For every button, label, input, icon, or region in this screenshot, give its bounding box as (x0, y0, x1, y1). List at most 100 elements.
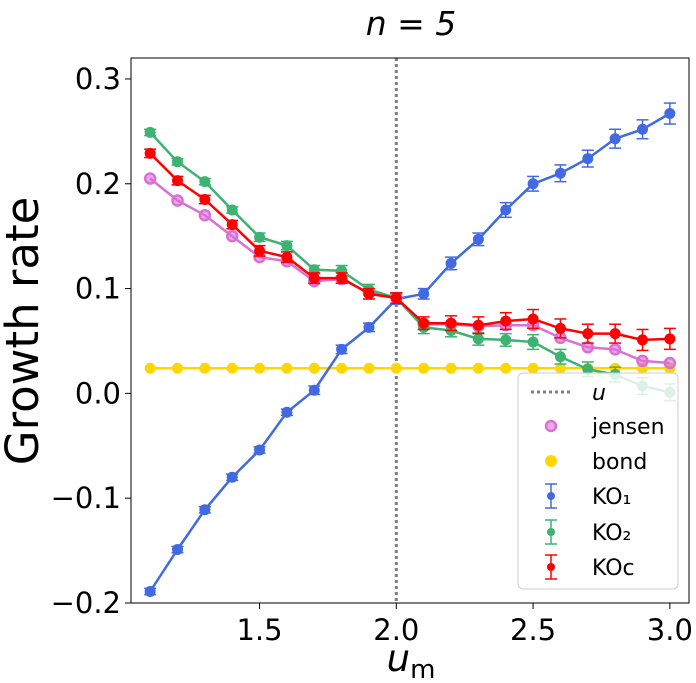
data-point-ko (637, 123, 648, 135)
legend-swatch-marker-koc (547, 563, 555, 571)
data-point-bond (199, 362, 211, 374)
data-point-ko (199, 176, 211, 188)
data-point-bond (281, 362, 293, 374)
legend-swatch-marker-ko (547, 492, 555, 500)
data-point-ko (527, 336, 539, 348)
data-point-koc (664, 333, 676, 345)
y-tick-label: 0.0 (75, 376, 121, 410)
data-point-koc (226, 219, 238, 231)
data-point-jensen (636, 354, 649, 368)
legend-swatch-jensen (544, 419, 558, 433)
x-tick-label: 3.0 (647, 613, 693, 647)
data-point-koc (254, 245, 266, 257)
data-point-bond (308, 362, 320, 374)
legend-label-jensen: jensen (591, 415, 665, 440)
data-point-ko (554, 351, 566, 363)
series-ko (144, 102, 676, 597)
data-point-ko (281, 240, 293, 252)
legend-item-ko: KO₁ (545, 483, 631, 510)
data-point-jensen (171, 194, 184, 207)
x-axis-label: um (387, 637, 436, 683)
data-point-ko (254, 231, 266, 243)
data-point-ko (226, 471, 238, 483)
x-tick-label: 2.5 (510, 613, 556, 647)
data-point-koc (472, 319, 484, 331)
data-point-koc (500, 315, 512, 327)
data-point-ko (500, 334, 512, 346)
data-point-koc (554, 322, 566, 334)
data-point-koc (363, 288, 375, 300)
data-point-bond (500, 362, 512, 374)
data-point-koc (308, 272, 320, 284)
y-tick-label: 0.1 (75, 272, 121, 306)
data-point-koc (609, 328, 621, 340)
x-axis-label-main: u (387, 637, 410, 680)
data-point-ko (363, 321, 375, 333)
data-point-bond (172, 362, 183, 374)
y-axis-label: Growth rate (0, 197, 49, 466)
data-point-koc (418, 317, 430, 329)
data-point-bond (445, 362, 457, 374)
data-point-koc (336, 272, 348, 284)
axis-ticks: 1.5 2.0 2.5 3.0 −0.2 −0.1 0.0 0.1 0.2 0.3 (51, 57, 693, 647)
data-point-ko (554, 167, 566, 179)
data-point-bond (554, 362, 566, 374)
data-point-bond (527, 362, 539, 374)
data-point-ko (199, 504, 211, 516)
legend-item-koc: KOc (545, 554, 635, 581)
data-point-ko (336, 343, 348, 355)
data-point-ko (144, 585, 156, 597)
data-point-koc (199, 193, 211, 205)
legend-item-u: u (531, 381, 606, 406)
x-axis-label-subscript: m (410, 655, 435, 683)
data-point-bond (390, 362, 402, 374)
legend: u jensen bond KO₁ KO₂ KOc (517, 372, 679, 590)
data-point-jensen (663, 356, 677, 370)
data-point-ko (500, 204, 512, 216)
data-point-bond (363, 362, 375, 374)
data-point-ko (144, 126, 156, 138)
data-point-ko (664, 108, 676, 120)
series-koc (144, 147, 676, 352)
legend-swatch-marker-ko (547, 528, 555, 536)
data-point-jensen (608, 343, 622, 356)
x-tick-label: 2.0 (373, 613, 419, 647)
y-tick-label: −0.1 (51, 481, 121, 515)
data-point-jensen (225, 229, 239, 243)
data-point-ko (308, 384, 320, 396)
data-point-koc (390, 292, 402, 304)
data-point-ko (527, 178, 539, 190)
data-point-bond (472, 362, 484, 374)
data-point-bond (418, 362, 430, 374)
data-point-koc (281, 251, 293, 263)
y-tick-label: 0.3 (75, 62, 121, 96)
data-point-jensen (198, 208, 212, 222)
data-point-bond (144, 362, 156, 374)
data-point-koc (582, 328, 594, 340)
legend-label-bond: bond (592, 450, 647, 475)
data-point-ko (445, 257, 457, 269)
data-point-ko (281, 406, 293, 418)
data-point-ko (172, 156, 183, 168)
data-point-ko (418, 288, 430, 300)
x-tick-label: 1.5 (236, 613, 282, 647)
data-point-ko (226, 204, 238, 216)
data-point-bond (336, 362, 348, 374)
legend-label-u: u (592, 381, 606, 406)
data-point-ko (582, 363, 594, 375)
data-point-koc (172, 175, 183, 187)
data-point-ko (254, 444, 266, 456)
chart-title: n = 5 (366, 4, 457, 43)
legend-label-koc: KOc (592, 556, 635, 581)
legend-swatch-bond (545, 455, 557, 467)
axes-frame (130, 57, 690, 604)
legend-box (517, 372, 679, 590)
data-point-bond (226, 362, 238, 374)
y-tick-label: −0.2 (51, 586, 121, 620)
data-point-ko (582, 153, 594, 165)
legend-item-ko: KO₂ (545, 519, 631, 546)
data-point-koc (527, 313, 539, 325)
data-point-koc (144, 147, 156, 159)
data-point-ko (472, 233, 484, 245)
